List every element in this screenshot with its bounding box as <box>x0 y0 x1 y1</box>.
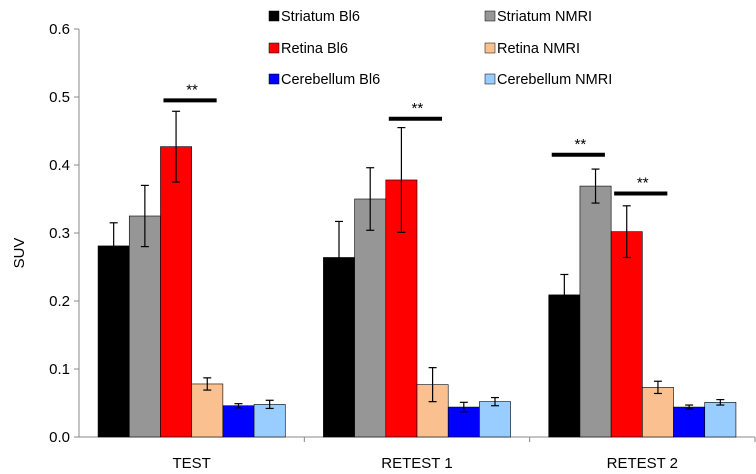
legend-item: Striatum NMRI <box>484 9 592 25</box>
bar-retina-nmri-2 <box>642 387 674 438</box>
error-bar <box>172 110 181 183</box>
legend-label: Retina NMRI <box>497 41 580 57</box>
y-tick-label: 0.4 <box>49 157 70 174</box>
error-bar <box>366 167 375 231</box>
y-tick-label: 0.1 <box>49 361 70 378</box>
legend-label: Striatum NMRI <box>497 9 592 25</box>
error-bar <box>109 222 118 270</box>
error-bar <box>491 396 499 407</box>
bar-striatum-nmri-0 <box>128 215 161 438</box>
bar-cerebellum-nmri-1 <box>479 401 511 438</box>
y-tick-label: 0.2 <box>49 293 70 310</box>
legend-item: Striatum Bl6 <box>268 9 360 25</box>
x-tick-label: TEST <box>172 455 210 472</box>
legend-swatch <box>268 73 280 85</box>
bar-striatum-bl6-0 <box>97 245 130 438</box>
legend-label: Cerebellum NMRI <box>497 72 612 88</box>
legend-label: Retina Bl6 <box>281 41 348 57</box>
legend-item: Retina Bl6 <box>268 41 348 57</box>
bar-striatum-nmri-2 <box>579 185 612 438</box>
error-bar <box>203 377 212 391</box>
bar-cerebellum-bl6-0 <box>222 405 255 438</box>
x-tick-label: RETEST 1 <box>381 455 452 472</box>
significance-label: ** <box>186 81 198 98</box>
bar-cerebellum-nmri-2 <box>704 402 737 438</box>
error-bar <box>653 380 662 395</box>
error-bar <box>622 205 631 259</box>
legend-item: Cerebellum NMRI <box>484 72 612 88</box>
significance-label: ** <box>412 100 424 117</box>
bar-cerebellum-nmri-0 <box>253 404 286 438</box>
bars-layer <box>97 110 737 438</box>
error-bar <box>716 399 725 406</box>
legend-swatch <box>484 73 496 85</box>
bar-retina-bl6-2 <box>610 231 643 438</box>
y-tick-label: 0.3 <box>49 225 70 242</box>
legend-label: Striatum Bl6 <box>281 9 360 25</box>
legend-swatch <box>268 42 280 54</box>
y-axis-label: SUV <box>11 238 28 269</box>
legend-item: Cerebellum Bl6 <box>268 72 380 88</box>
significance-label: ** <box>574 136 586 153</box>
error-bar <box>335 220 343 295</box>
legend-swatch <box>268 10 280 22</box>
legend: Striatum Bl6 Striatum NMRI Retina Bl6 Retin… <box>268 9 612 88</box>
error-bar <box>140 184 149 248</box>
error-bar <box>428 367 437 403</box>
legend-item: Retina NMRI <box>484 41 580 57</box>
legend-swatch <box>484 42 496 54</box>
legend-swatch <box>484 10 496 22</box>
bar-striatum-bl6-2 <box>548 294 581 438</box>
y-tick-label: 0.5 <box>49 89 70 106</box>
error-bar <box>234 403 243 409</box>
bar-retina-bl6-0 <box>160 146 192 438</box>
error-bar <box>560 273 569 316</box>
x-tick-label: RETEST 2 <box>607 455 678 472</box>
error-bar <box>459 401 468 413</box>
error-bar <box>685 404 694 410</box>
error-bar <box>591 168 600 204</box>
significance-label: ** <box>637 175 649 192</box>
error-bar <box>265 399 274 410</box>
legend-label: Cerebellum Bl6 <box>281 72 380 88</box>
significance-annotations: ** ** ** ** <box>163 81 668 196</box>
error-bar <box>397 126 406 233</box>
y-tick-label: 0.0 <box>49 429 70 446</box>
y-tick-label: 0.6 <box>49 21 70 38</box>
bar-retina-nmri-0 <box>191 383 224 438</box>
bar-striatum-nmri-1 <box>354 198 387 438</box>
bar-cerebellum-bl6-2 <box>673 406 706 438</box>
